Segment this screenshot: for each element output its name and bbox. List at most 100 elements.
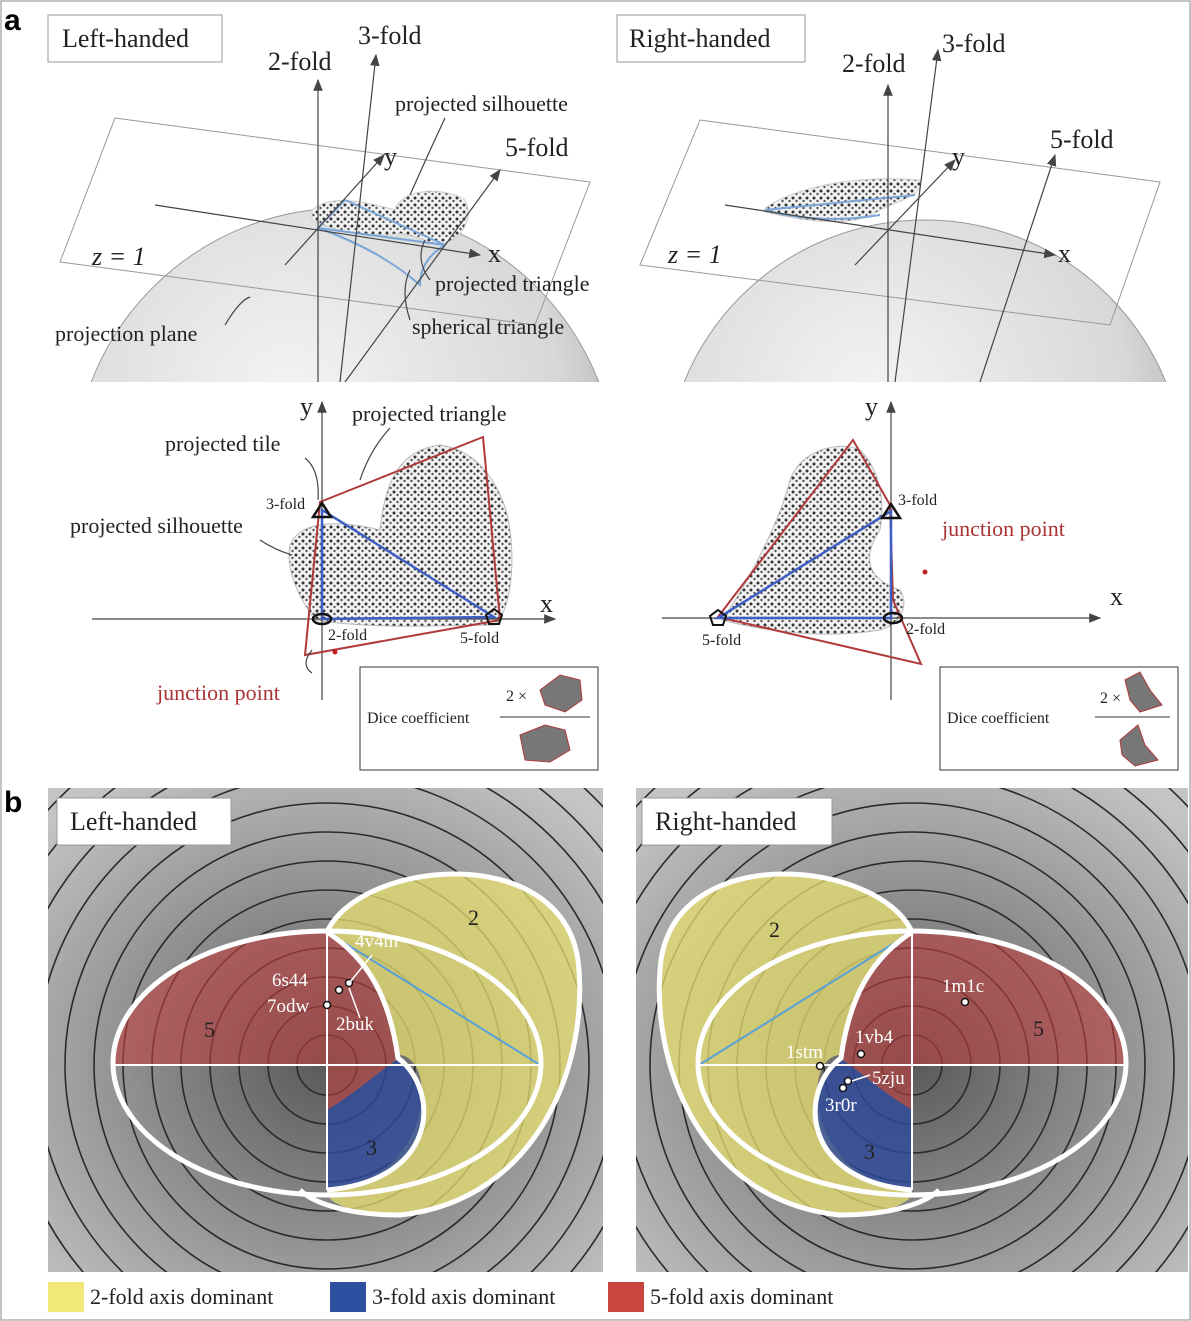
threefold-marker — [310, 500, 334, 519]
legend-swatch — [330, 1282, 366, 1312]
title: Left-handed — [62, 24, 189, 53]
sphere — [683, 219, 1167, 382]
title: Right-handed — [629, 24, 771, 53]
silhouette — [288, 444, 513, 627]
axis-label: x — [1058, 239, 1071, 268]
axis — [339, 53, 380, 383]
region-label: 5 — [1033, 1016, 1044, 1041]
junction-point — [922, 569, 928, 575]
map-left — [48, 788, 603, 1272]
sphere-right — [683, 219, 1167, 382]
point — [843, 1076, 853, 1086]
leader-lines — [259, 427, 391, 674]
point-label: 7odw — [267, 996, 310, 1017]
region-label: 2 — [468, 905, 479, 930]
axis-label: 2-fold — [842, 49, 906, 78]
annotation: projected triangle — [352, 401, 507, 426]
point-label: 1m1c — [942, 976, 984, 997]
legend-label: 3-fold axis dominant — [372, 1284, 555, 1309]
legend-label: 5-fold axis dominant — [650, 1284, 833, 1309]
dice-shape — [539, 674, 583, 713]
threefold-marker — [879, 501, 903, 520]
point — [960, 997, 970, 1007]
region-label: 5 — [204, 1017, 215, 1042]
axis-label: y — [865, 392, 878, 421]
point-label: 1vb4 — [855, 1027, 894, 1048]
point — [334, 985, 344, 995]
dice-shape — [1119, 724, 1159, 767]
title-box — [56, 797, 232, 846]
point-label: 6s44 — [272, 970, 308, 991]
vertex-label: 2-fold — [906, 621, 945, 638]
point-label: 2buk — [336, 1014, 375, 1035]
boundary — [298, 871, 583, 1218]
panel-label: a — [4, 4, 21, 37]
axis — [154, 204, 482, 259]
axis-label: x — [488, 239, 501, 268]
title: Right-handed — [655, 807, 797, 836]
projection-plane — [639, 119, 1161, 326]
axis — [979, 153, 1057, 383]
axis-label: x — [540, 589, 553, 618]
projected-tile — [713, 508, 893, 620]
axis — [854, 159, 956, 266]
axis — [724, 204, 1057, 259]
dice-factor: 2 × — [1100, 690, 1121, 707]
annotation: projection plane — [55, 321, 197, 346]
point-label: 3r0r — [825, 1095, 857, 1116]
fivefold-marker — [484, 607, 504, 625]
panel-label: b — [4, 786, 22, 819]
axis-label: x — [1110, 582, 1123, 611]
annotation: projected silhouette — [395, 91, 568, 116]
point-label: 1stm — [786, 1042, 823, 1063]
region-label: 2 — [769, 917, 780, 942]
projection-plane — [59, 117, 591, 326]
annotation: projected silhouette — [70, 513, 243, 538]
silhouette — [721, 445, 905, 635]
legend-swatch — [608, 1282, 644, 1312]
region-label: 3 — [864, 1139, 875, 1164]
title: Left-handed — [70, 807, 197, 836]
axis-label: y — [300, 392, 313, 421]
title-box — [641, 797, 833, 846]
vertex-label: 3-fold — [898, 492, 937, 509]
vertex-label: 3-fold — [266, 496, 305, 513]
axis — [344, 169, 501, 383]
junction-point — [332, 649, 338, 655]
legend-label: 2-fold axis dominant — [90, 1284, 273, 1309]
annotation: projected tile — [165, 431, 280, 456]
annotation: junction point — [941, 516, 1065, 541]
plane-label: z = 1 — [91, 242, 146, 271]
axis-lines — [115, 932, 540, 1190]
legend-swatch — [48, 1282, 84, 1312]
twofold-marker — [882, 611, 904, 625]
axis-label: 3-fold — [358, 21, 422, 50]
leader-lines — [224, 117, 446, 326]
vertex-label: 5-fold — [460, 630, 499, 647]
title-box — [47, 14, 223, 63]
point — [322, 1000, 332, 1010]
contour-ring — [64, 802, 590, 1272]
point — [856, 1049, 866, 1059]
region-label: 3 — [366, 1135, 377, 1160]
point-label: 5zju — [872, 1068, 905, 1089]
point — [815, 1061, 825, 1071]
axis-label: 3-fold — [942, 29, 1006, 58]
projected-tile — [320, 507, 499, 621]
silhouette — [764, 178, 922, 222]
plane-label: z = 1 — [667, 240, 722, 269]
axis-label: 2-fold — [268, 47, 332, 76]
dice-shape — [519, 724, 571, 763]
dice-label: Dice coefficient — [947, 710, 1050, 727]
annotation: junction point — [156, 680, 280, 705]
dice-label: Dice coefficient — [367, 710, 470, 727]
twofold-region — [327, 873, 580, 1215]
axis-label: 5-fold — [505, 133, 569, 162]
annotation: spherical triangle — [412, 314, 564, 339]
dice-factor: 2 × — [506, 688, 527, 705]
threefold-region — [327, 1058, 425, 1190]
twofold-marker — [311, 612, 333, 626]
vertex-label: 5-fold — [702, 632, 741, 649]
